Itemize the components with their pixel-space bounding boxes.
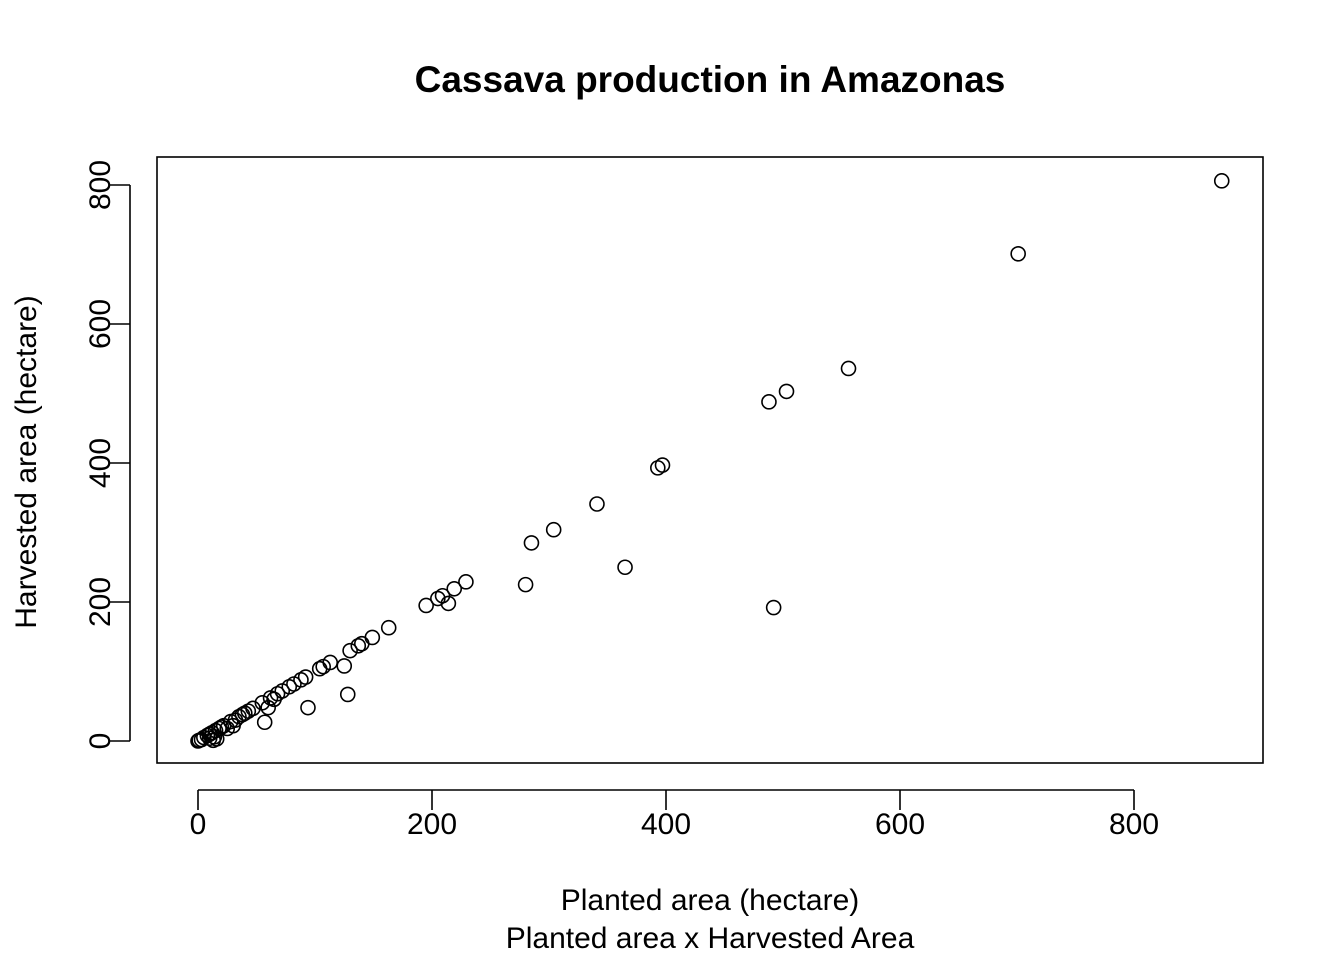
data-point <box>440 595 457 612</box>
x-tick-label: 800 <box>1109 808 1159 841</box>
x-tick-label: 0 <box>190 808 207 841</box>
data-point <box>418 597 434 614</box>
data-point <box>300 699 316 716</box>
y-axis-label: Harvested area (hectare) <box>10 295 43 629</box>
data-point <box>297 669 314 685</box>
data-point <box>322 654 339 671</box>
x-axis-label: Planted area (hectare) <box>561 884 860 917</box>
data-point <box>654 457 671 473</box>
data-point <box>342 642 358 659</box>
data-point <box>446 580 463 597</box>
points-layer <box>190 173 1230 749</box>
data-point <box>840 360 857 377</box>
data-point <box>1213 173 1230 189</box>
data-point <box>260 699 277 716</box>
data-point <box>517 576 534 593</box>
plot-border <box>156 156 1264 764</box>
data-point <box>380 619 397 636</box>
data-point <box>1010 246 1026 262</box>
x-axis: 0 200 400 600 800 <box>190 789 1159 841</box>
data-point <box>237 705 253 722</box>
x-tick-label: 600 <box>875 808 925 841</box>
y-tick-label: 600 <box>84 299 117 349</box>
chart-subtitle: Planted area x Harvested Area <box>506 922 915 955</box>
y-tick-label: 400 <box>84 438 117 488</box>
y-tick-label: 800 <box>84 160 117 210</box>
data-point <box>213 719 230 735</box>
data-point <box>458 574 474 590</box>
x-tick-label: 400 <box>641 808 691 841</box>
data-point <box>336 658 353 674</box>
y-tick-label: 0 <box>84 733 117 750</box>
data-point <box>545 521 562 538</box>
data-point <box>617 559 633 576</box>
data-point <box>256 714 273 731</box>
chart-title: Cassava production in Amazonas <box>415 59 1006 100</box>
data-point <box>765 599 782 616</box>
data-point <box>339 686 356 703</box>
x-tick-label: 200 <box>407 808 457 841</box>
data-point <box>761 394 777 410</box>
data-point <box>523 535 540 551</box>
data-point <box>350 637 367 654</box>
data-point <box>245 700 261 717</box>
y-tick-label: 200 <box>84 577 117 627</box>
data-point <box>778 383 795 400</box>
data-point <box>589 496 605 512</box>
data-point <box>353 635 370 652</box>
data-point <box>364 629 381 646</box>
y-axis: 0 200 400 600 800 <box>84 160 131 750</box>
